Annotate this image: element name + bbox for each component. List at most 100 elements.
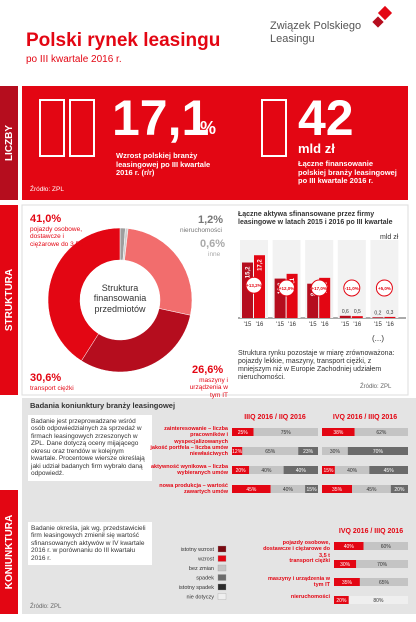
survey-tab: [0, 490, 18, 614]
survey-bar: [322, 447, 348, 455]
survey-bar: [348, 596, 408, 604]
survey-bar: [298, 447, 318, 455]
bar: [339, 315, 351, 318]
survey-bar: [253, 428, 318, 436]
survey-bar: [334, 466, 370, 474]
year-label: '16: [288, 322, 296, 328]
survey-bar: [305, 485, 318, 493]
binder-icons: [39, 99, 287, 157]
survey-bar: [270, 485, 306, 493]
segment-name: inne: [208, 251, 221, 258]
survey-bar: [283, 466, 318, 474]
number-text: Wzrost polskiej branży leasingowej po II…: [116, 151, 211, 178]
survey-bar-label: 45%: [366, 487, 377, 493]
survey-bar-label: 45%: [384, 468, 395, 474]
legend-label: spadek: [196, 576, 214, 582]
legend-swatch: [217, 545, 227, 553]
legend-swatch: [217, 564, 227, 572]
survey-bar: [232, 447, 243, 455]
row-label: nowa produkcja – wartość zawartych umów: [159, 483, 228, 496]
bar-value: 15,2: [246, 266, 252, 278]
survey-bar-label: 15%: [323, 468, 334, 474]
change-label: +13,2%: [246, 283, 261, 288]
survey-bar: [322, 466, 335, 474]
segment-name: nieruchomości: [180, 227, 222, 234]
change-badge: [310, 279, 328, 297]
survey-bar: [322, 485, 353, 493]
row-label: aktywność wynikowa – liczba wybieranych …: [150, 464, 228, 477]
segment-label: 26,6%: [192, 364, 224, 376]
survey-text: Badanie określa, jak wg. przedstawicieli…: [28, 522, 152, 566]
source: Źródło: ZPL: [30, 604, 62, 610]
legend-label: bez zmian: [189, 566, 214, 572]
survey-bar-label: 23%: [303, 449, 314, 455]
survey-bar-label: 40%: [261, 468, 272, 474]
year-label: '16: [353, 322, 361, 328]
survey-bar: [334, 542, 364, 550]
bar: [319, 277, 331, 318]
period-label: IIIQ 2016 / IIQ 2016: [244, 414, 306, 421]
donut-segment: [47, 227, 121, 362]
legend-swatch: [217, 555, 227, 562]
big-number: 17,1: [112, 90, 210, 146]
survey-bar-label: 75%: [281, 430, 292, 436]
survey-bar-label: 15%: [307, 487, 318, 493]
survey-bar: [354, 428, 408, 436]
survey-bar-label: 12%: [232, 449, 243, 455]
survey-bar: [249, 466, 284, 474]
year-label: '15: [309, 322, 317, 328]
year-label: '15: [244, 322, 252, 328]
subtitle: po III kwartale 2016 r.: [26, 54, 122, 65]
segment-name: pojazdy osobowe, dostawcze i ciężarowe d…: [30, 226, 83, 248]
survey-bar-label: 20%: [336, 598, 347, 604]
bar-value: 0,3: [386, 310, 393, 316]
survey-bar-label: 35%: [342, 580, 353, 586]
bar: [307, 283, 319, 318]
survey-bar: [334, 596, 349, 604]
survey-bar: [390, 485, 408, 493]
legend-label: nie dotyczy: [186, 595, 214, 601]
change-badge: [375, 279, 393, 297]
survey-bar-label: 65%: [265, 449, 276, 455]
survey-bar: [356, 560, 408, 568]
other-label: (...): [372, 334, 384, 343]
legend-label: istotny wzrost: [181, 547, 215, 553]
change-label: +17,0%: [312, 286, 327, 291]
bar: [372, 317, 384, 318]
bar-unit: mld zł: [380, 234, 399, 241]
year-label: '15: [341, 322, 349, 328]
note: Struktura rynku pozostaje w miarę zrówno…: [238, 350, 395, 382]
survey-bar-label: 20%: [394, 487, 405, 493]
legend-label: istotny spadek: [179, 585, 214, 591]
year-label: '16: [321, 322, 329, 328]
legend-swatch: [217, 593, 227, 600]
change-badge: [278, 279, 296, 297]
tab-label: KONIUNKTURA: [4, 515, 15, 589]
year-label: '15: [374, 322, 382, 328]
big-unit: mld zł: [298, 141, 335, 156]
period-label: IVQ 2016 / IIIQ 2016: [338, 528, 404, 535]
segment-name: maszyny i urządzenia w tym IT: [189, 377, 228, 399]
survey-bar: [232, 428, 254, 436]
survey-bar-label: 38%: [333, 430, 344, 436]
survey-bar-label: 35%: [332, 487, 343, 493]
survey-bar-label: 40%: [344, 544, 355, 550]
survey-bar: [347, 447, 408, 455]
bar: [286, 273, 298, 318]
year-label: '16: [256, 322, 264, 328]
structure-tab: [0, 205, 18, 395]
survey-bar: [363, 542, 408, 550]
tab-label: LICZBY: [4, 125, 15, 161]
segment-label: 30,6%: [30, 372, 62, 384]
segment-label: 0,6%: [200, 238, 226, 250]
source: Źródło: ZPL: [360, 384, 392, 390]
bar-value: 17,2: [258, 259, 264, 271]
donut-title: Struktura finansowania przedmiotów: [93, 283, 147, 314]
survey-bar-label: 40%: [347, 468, 358, 474]
change-label: -11,0%: [345, 286, 359, 291]
legend-swatch: [217, 574, 227, 581]
row-label: transport ciężki: [289, 558, 330, 564]
segment-label: 1,2%: [198, 214, 224, 226]
